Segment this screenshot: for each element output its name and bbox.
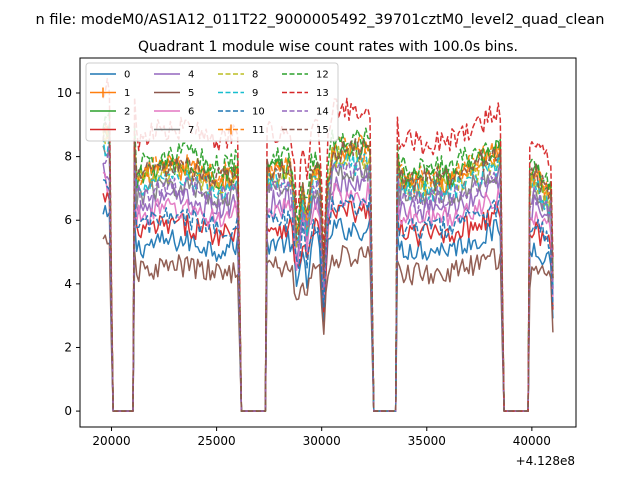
legend-label: 6	[188, 107, 194, 118]
series-line-6	[102, 171, 554, 412]
series-line-13	[102, 77, 554, 412]
x-tick-label: 30000	[303, 434, 341, 448]
x-tick-label: 25000	[198, 434, 236, 448]
legend-label: 14	[316, 107, 329, 118]
legend-label: 1	[124, 88, 130, 99]
legend-entry-8: 8	[218, 70, 258, 81]
series-line-9	[102, 135, 554, 412]
x-tick-label: 35000	[408, 434, 446, 448]
legend-label: 7	[188, 125, 194, 136]
legend-entry-11: 11	[218, 124, 265, 136]
y-tick-label: 2	[64, 340, 72, 354]
series-line-5	[102, 234, 554, 412]
y-tick-label: 10	[57, 86, 72, 100]
legend-label: 13	[316, 88, 329, 99]
legend-entry-2: 2	[90, 107, 130, 118]
series-line-14	[103, 143, 554, 412]
legend-label: 11	[252, 125, 265, 136]
x-offset-label: +4.128e8	[516, 454, 575, 468]
legend-label: 9	[252, 88, 258, 99]
series-line-12	[102, 111, 554, 412]
legend-entry-15: 15	[282, 125, 329, 136]
y-tick-label: 8	[64, 150, 72, 164]
legend-entry-4: 4	[154, 70, 194, 81]
legend-label: 12	[316, 70, 329, 81]
legend-label: 8	[252, 70, 258, 81]
legend-entry-5: 5	[154, 88, 194, 99]
legend-entry-0: 0	[90, 70, 130, 81]
y-axis: 0 2 4 6 8 10	[57, 86, 80, 418]
legend-entry-13: 13	[282, 88, 329, 99]
chart-title: Quadrant 1 module wise count rates with …	[138, 39, 518, 55]
series-lines	[102, 77, 554, 412]
y-tick-label: 4	[64, 277, 72, 291]
legend-label: 4	[188, 70, 194, 81]
legend-label: 3	[124, 125, 130, 136]
legend-entry-6: 6	[154, 107, 194, 118]
legend-entry-1: 1	[90, 87, 130, 99]
legend-entry-7: 7	[154, 125, 194, 136]
series-line-11	[102, 122, 554, 412]
x-axis: 20000 25000 30000 35000 40000	[92, 427, 551, 448]
legend-label: 10	[252, 107, 265, 118]
plot-frame	[79, 57, 577, 428]
y-tick-label: 0	[64, 404, 72, 418]
x-tick-label: 40000	[513, 434, 551, 448]
y-tick-label: 6	[64, 213, 72, 227]
legend-frame	[85, 62, 339, 142]
legend-label: 5	[188, 88, 194, 99]
legend-entry-3: 3	[90, 125, 130, 136]
x-tick-label: 20000	[92, 434, 130, 448]
legend-entry-10: 10	[218, 107, 265, 118]
legend-label: 0	[124, 70, 130, 81]
legend-entry-14: 14	[282, 107, 329, 118]
series-line-15	[102, 121, 554, 412]
figure-suptitle: n file: modeM0/AS1A12_011T22_9000005492_…	[36, 12, 605, 28]
legend-label: 2	[124, 107, 130, 118]
legend-entry-9: 9	[218, 88, 258, 99]
series-line-8	[102, 130, 554, 412]
legend-entry-12: 12	[282, 70, 329, 81]
legend-label: 15	[316, 125, 329, 136]
